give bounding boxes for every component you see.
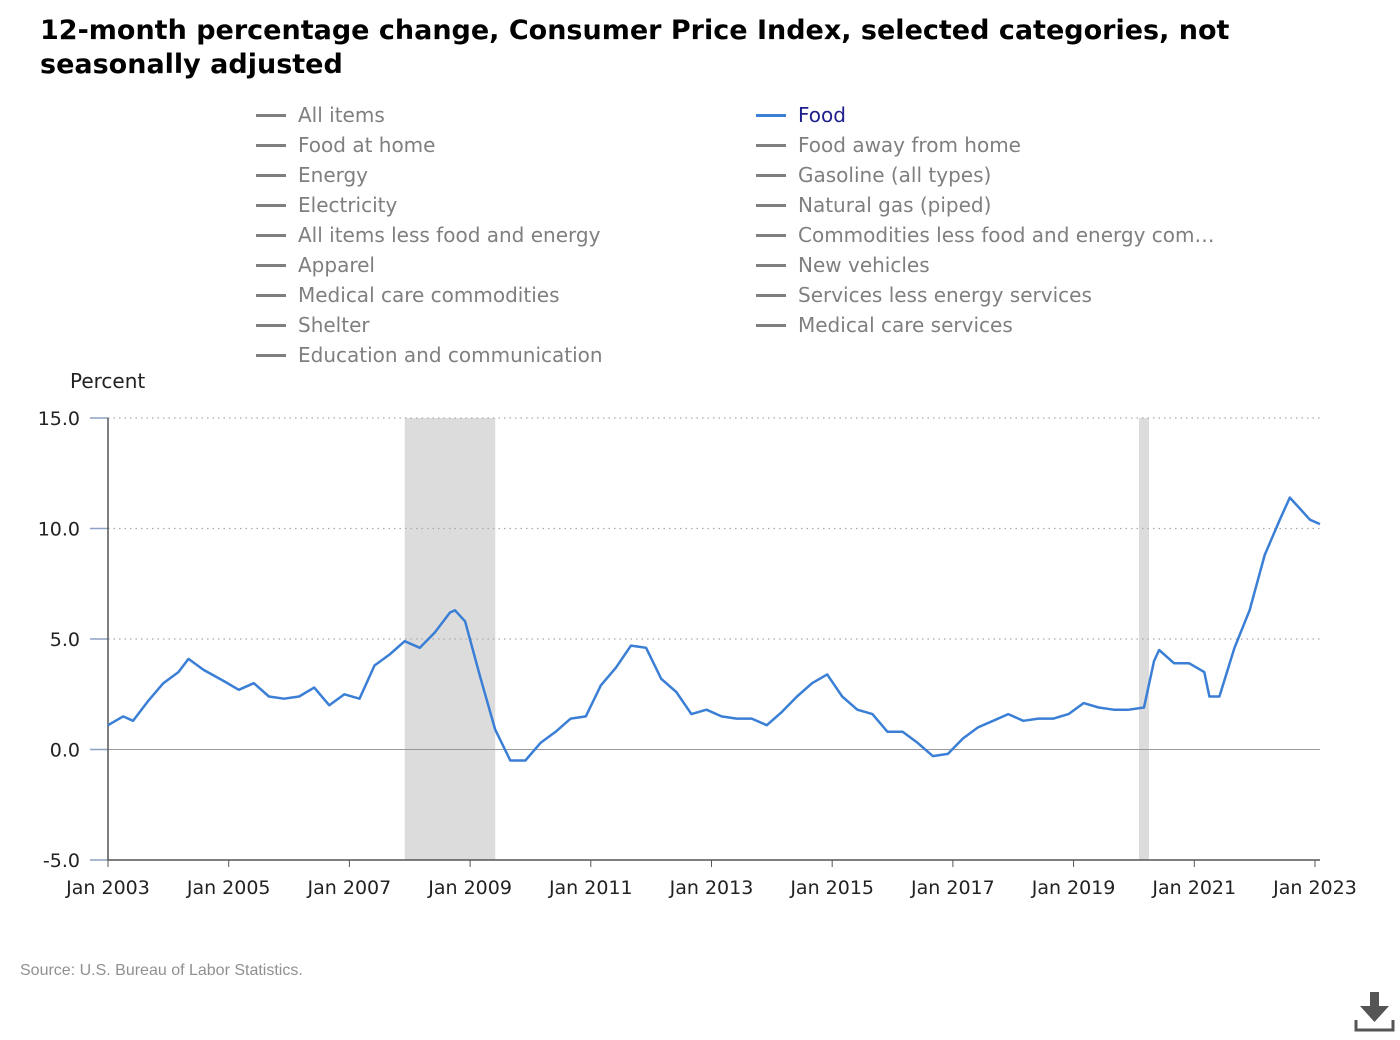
legend-label: Commodities less food and energy com… <box>798 223 1215 247</box>
series-line-food <box>107 496 1321 762</box>
legend-swatch <box>756 293 786 297</box>
x-tick-label: Jan 2023 <box>1272 877 1357 899</box>
x-tick-label: Jan 2015 <box>789 877 874 899</box>
legend-item[interactable]: Electricity <box>256 190 397 220</box>
download-button[interactable] <box>1352 990 1396 1034</box>
legend-item[interactable]: Food at home <box>256 130 435 160</box>
legend-swatch <box>256 353 286 357</box>
legend-swatch <box>756 113 786 117</box>
legend-label: All items less food and energy <box>298 223 601 247</box>
legend-swatch <box>256 203 286 207</box>
x-tick-label: Jan 2021 <box>1151 877 1236 899</box>
legend-item[interactable]: Gasoline (all types) <box>756 160 991 190</box>
legend-item[interactable]: Medical care services <box>756 310 1013 340</box>
legend-item[interactable]: Medical care commodities <box>256 280 559 310</box>
legend-label: New vehicles <box>798 253 930 277</box>
legend-item[interactable]: Commodities less food and energy com… <box>756 220 1215 250</box>
plot-area: Percent -5.0 0.0 5.0 10.0 15.0 Jan 2003 Jan 200… <box>38 369 1357 899</box>
legend-item[interactable]: All items less food and energy <box>256 220 600 250</box>
x-tick-label: Jan 2003 <box>65 877 150 899</box>
legend-item[interactable]: Food away from home <box>756 130 1021 160</box>
recession-shading <box>1138 418 1150 860</box>
source-note: Source: U.S. Bureau of Labor Statistics. <box>20 962 303 979</box>
y-axis-label: Percent <box>70 369 145 393</box>
x-tick-label: Jan 2013 <box>669 877 754 899</box>
legend-swatch <box>256 113 286 117</box>
legend-label: Energy <box>298 163 369 187</box>
legend-swatch <box>256 173 286 177</box>
legend-item[interactable]: Education and communication <box>256 340 603 370</box>
legend-label: Food <box>798 103 846 127</box>
legend-item[interactable]: New vehicles <box>756 250 930 280</box>
x-tick-label: Jan 2009 <box>427 877 512 899</box>
y-tick-label: -5.0 <box>43 850 80 872</box>
x-tick-label: Jan 2007 <box>307 877 392 899</box>
chart-title: 12-month percentage change, Consumer Pri… <box>40 15 1230 80</box>
legend-label: Gasoline (all types) <box>798 163 992 187</box>
legend-label: Services less energy services <box>798 283 1092 307</box>
legend-swatch <box>256 293 286 297</box>
legend-label: Medical care commodities <box>298 283 560 307</box>
legend-item[interactable]: Natural gas (piped) <box>756 190 991 220</box>
y-tick-label: 15.0 <box>38 408 80 430</box>
x-tick-label: Jan 2017 <box>910 877 995 899</box>
y-tick-label: 5.0 <box>50 629 80 651</box>
legend-swatch <box>756 323 786 327</box>
legend-swatch <box>756 233 786 237</box>
x-tick-label: Jan 2005 <box>186 877 271 899</box>
x-tick-label: Jan 2011 <box>548 877 633 899</box>
legend-item[interactable]: Shelter <box>256 310 370 340</box>
legend-label: All items <box>298 103 385 127</box>
legend-label: Electricity <box>298 193 398 217</box>
legend-swatch <box>256 263 286 267</box>
legend-label: Apparel <box>298 253 375 277</box>
legend-swatch <box>756 143 786 147</box>
legend-swatch <box>756 263 786 267</box>
legend-swatch <box>256 233 286 237</box>
legend-swatch <box>756 203 786 207</box>
y-tick-label: 0.0 <box>50 740 80 762</box>
legend-item[interactable]: Energy <box>256 160 368 190</box>
legend-swatch <box>256 323 286 327</box>
legend-label: Shelter <box>298 313 370 337</box>
legend-swatch <box>256 143 286 147</box>
legend-item[interactable]: Apparel <box>256 250 375 280</box>
download-icon <box>1354 992 1395 1032</box>
x-tick-label: Jan 2019 <box>1031 877 1116 899</box>
legend-label: Natural gas (piped) <box>798 193 992 217</box>
legend-label: Medical care services <box>798 313 1013 337</box>
legend-item[interactable]: Services less energy services <box>756 280 1092 310</box>
legend-label: Food at home <box>298 133 436 157</box>
y-tick-label: 10.0 <box>38 519 80 541</box>
legend-label: Food away from home <box>798 133 1021 157</box>
legend-item[interactable]: Food <box>756 100 846 130</box>
legend-label: Education and communication <box>298 343 603 367</box>
legend-swatch <box>756 173 786 177</box>
legend-item[interactable]: All items <box>256 100 385 130</box>
